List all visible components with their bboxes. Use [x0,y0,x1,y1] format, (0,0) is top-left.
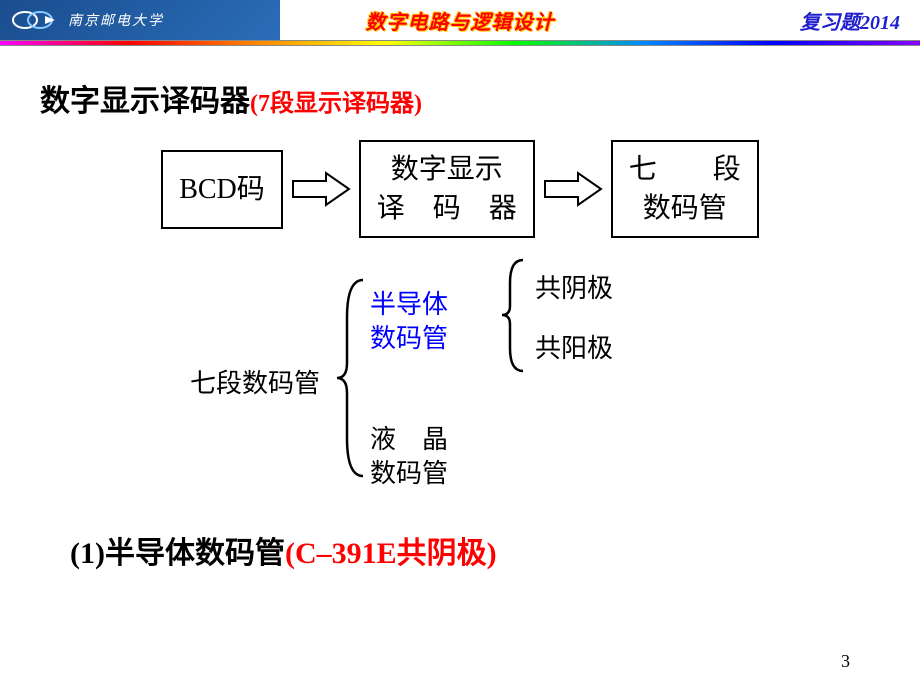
classification-tree: 七段数码管 半导体 数码管 液 晶 数码管 共阴极 共阳极 [110,268,810,508]
subsection-suffix: (C–391E共阴极) [285,528,497,572]
tree-semiconductor: 半导体 数码管 [370,288,448,356]
flow-box-display: 七 段 数码管 [611,140,759,238]
tree-root: 七段数码管 [190,363,320,400]
flow-box-bcd: BCD码 [161,150,283,229]
brace-icon [500,258,525,373]
title-sub: (7段显示译码器) [250,83,422,118]
university-logo-icon [10,6,60,34]
subsection-prefix: (1)半导体数码管 [70,528,285,572]
slide-content: 数字显示译码器 (7段显示译码器) BCD码 数字显示 译 码 器 七 段 数码… [0,46,920,572]
tree-common-cathode: 共阴极 [535,268,613,305]
tree-common-anode: 共阳极 [535,328,613,365]
page-number: 3 [841,651,850,672]
flow-box-decoder-l2: 译 码 器 [377,189,517,228]
course-title: 数字电路与逻辑设计 [366,6,555,35]
title-main: 数字显示译码器 [40,76,250,120]
flowchart: BCD码 数字显示 译 码 器 七 段 数码管 [40,140,880,238]
flow-box-decoder-l1: 数字显示 [377,150,517,189]
logo-area: 南京邮电大学 [0,0,280,40]
flow-box-display-l1: 七 段 [629,150,741,189]
section-title: 数字显示译码器 (7段显示译码器) [40,76,880,120]
slide-context: 复习题2014 [800,6,900,35]
slide-header: 南京邮电大学 数字电路与逻辑设计 复习题2014 [0,0,920,40]
arrow-icon [543,169,603,209]
brace-icon [335,278,365,478]
flow-box-decoder: 数字显示 译 码 器 [359,140,535,238]
flow-box-display-l2: 数码管 [629,189,741,228]
arrow-icon [291,169,351,209]
university-name: 南京邮电大学 [68,10,164,30]
tree-lcd: 液 晶 数码管 [370,423,448,491]
subsection-title: (1)半导体数码管 (C–391E共阴极) [70,528,880,572]
